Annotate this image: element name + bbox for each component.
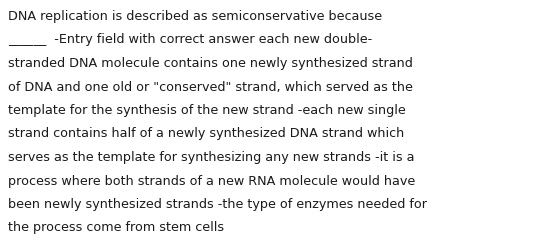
Text: DNA replication is described as semiconservative because: DNA replication is described as semicons… [8,10,382,23]
Text: been newly synthesized strands -the type of enzymes needed for: been newly synthesized strands -the type… [8,197,427,210]
Text: the process come from stem cells: the process come from stem cells [8,220,224,234]
Text: stranded DNA molecule contains one newly synthesized strand: stranded DNA molecule contains one newly… [8,57,413,70]
Text: process where both strands of a new RNA molecule would have: process where both strands of a new RNA … [8,174,415,187]
Text: strand contains half of a newly synthesized DNA strand which: strand contains half of a newly synthesi… [8,127,404,140]
Text: template for the synthesis of the new strand -each new single: template for the synthesis of the new st… [8,104,406,117]
Text: of DNA and one old or "conserved" strand, which served as the: of DNA and one old or "conserved" strand… [8,80,413,93]
Text: ______  -Entry field with correct answer each new double-: ______ -Entry field with correct answer … [8,33,372,46]
Text: serves as the template for synthesizing any new strands -it is a: serves as the template for synthesizing … [8,150,415,163]
